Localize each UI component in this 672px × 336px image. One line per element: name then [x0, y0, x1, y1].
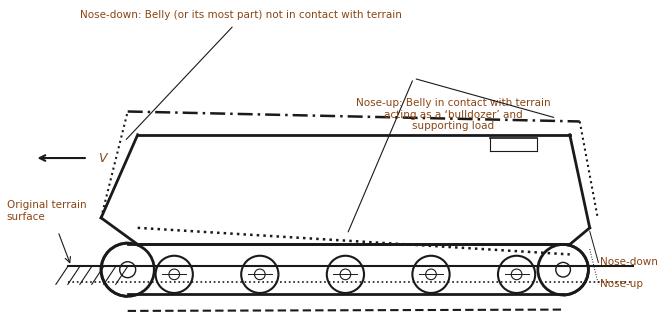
Text: V: V — [98, 152, 106, 165]
Text: Nose-down: Belly (or its most part) not in contact with terrain: Nose-down: Belly (or its most part) not … — [80, 10, 402, 20]
Text: Nose-down: Nose-down — [599, 257, 658, 267]
Text: Nose-up: Belly in contact with terrain
acting as a ‘bulldozer’ and
supporting lo: Nose-up: Belly in contact with terrain a… — [356, 98, 551, 131]
Text: Original terrain
surface: Original terrain surface — [7, 200, 86, 222]
Text: Nose-up: Nose-up — [599, 279, 642, 289]
